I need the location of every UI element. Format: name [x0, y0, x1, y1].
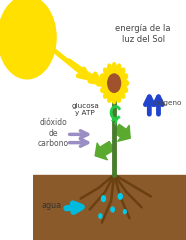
Circle shape — [102, 196, 105, 201]
Text: oxígeno: oxígeno — [153, 100, 182, 106]
FancyArrowPatch shape — [114, 124, 130, 141]
Text: dióxido
de
carbono: dióxido de carbono — [37, 118, 69, 148]
Ellipse shape — [101, 85, 108, 92]
Ellipse shape — [112, 92, 116, 104]
Ellipse shape — [108, 64, 113, 75]
Ellipse shape — [104, 68, 110, 77]
Circle shape — [111, 207, 114, 212]
Ellipse shape — [100, 80, 108, 86]
Circle shape — [124, 210, 126, 214]
Bar — [33, 175, 186, 240]
Ellipse shape — [104, 89, 110, 98]
Ellipse shape — [112, 63, 116, 74]
Circle shape — [0, 0, 56, 79]
Circle shape — [118, 194, 122, 199]
Circle shape — [99, 214, 102, 218]
Text: energía de la
luz del Sol: energía de la luz del Sol — [116, 24, 171, 44]
FancyArrowPatch shape — [95, 141, 114, 160]
Ellipse shape — [121, 80, 129, 86]
Ellipse shape — [101, 74, 108, 81]
Ellipse shape — [118, 68, 125, 77]
Text: agua: agua — [41, 201, 62, 210]
Ellipse shape — [108, 91, 113, 102]
Ellipse shape — [118, 89, 125, 98]
Text: glucosa
y ATP: glucosa y ATP — [71, 103, 99, 116]
Ellipse shape — [116, 64, 121, 75]
Ellipse shape — [120, 74, 128, 81]
Ellipse shape — [120, 85, 128, 92]
Circle shape — [108, 74, 121, 92]
Ellipse shape — [116, 91, 121, 102]
